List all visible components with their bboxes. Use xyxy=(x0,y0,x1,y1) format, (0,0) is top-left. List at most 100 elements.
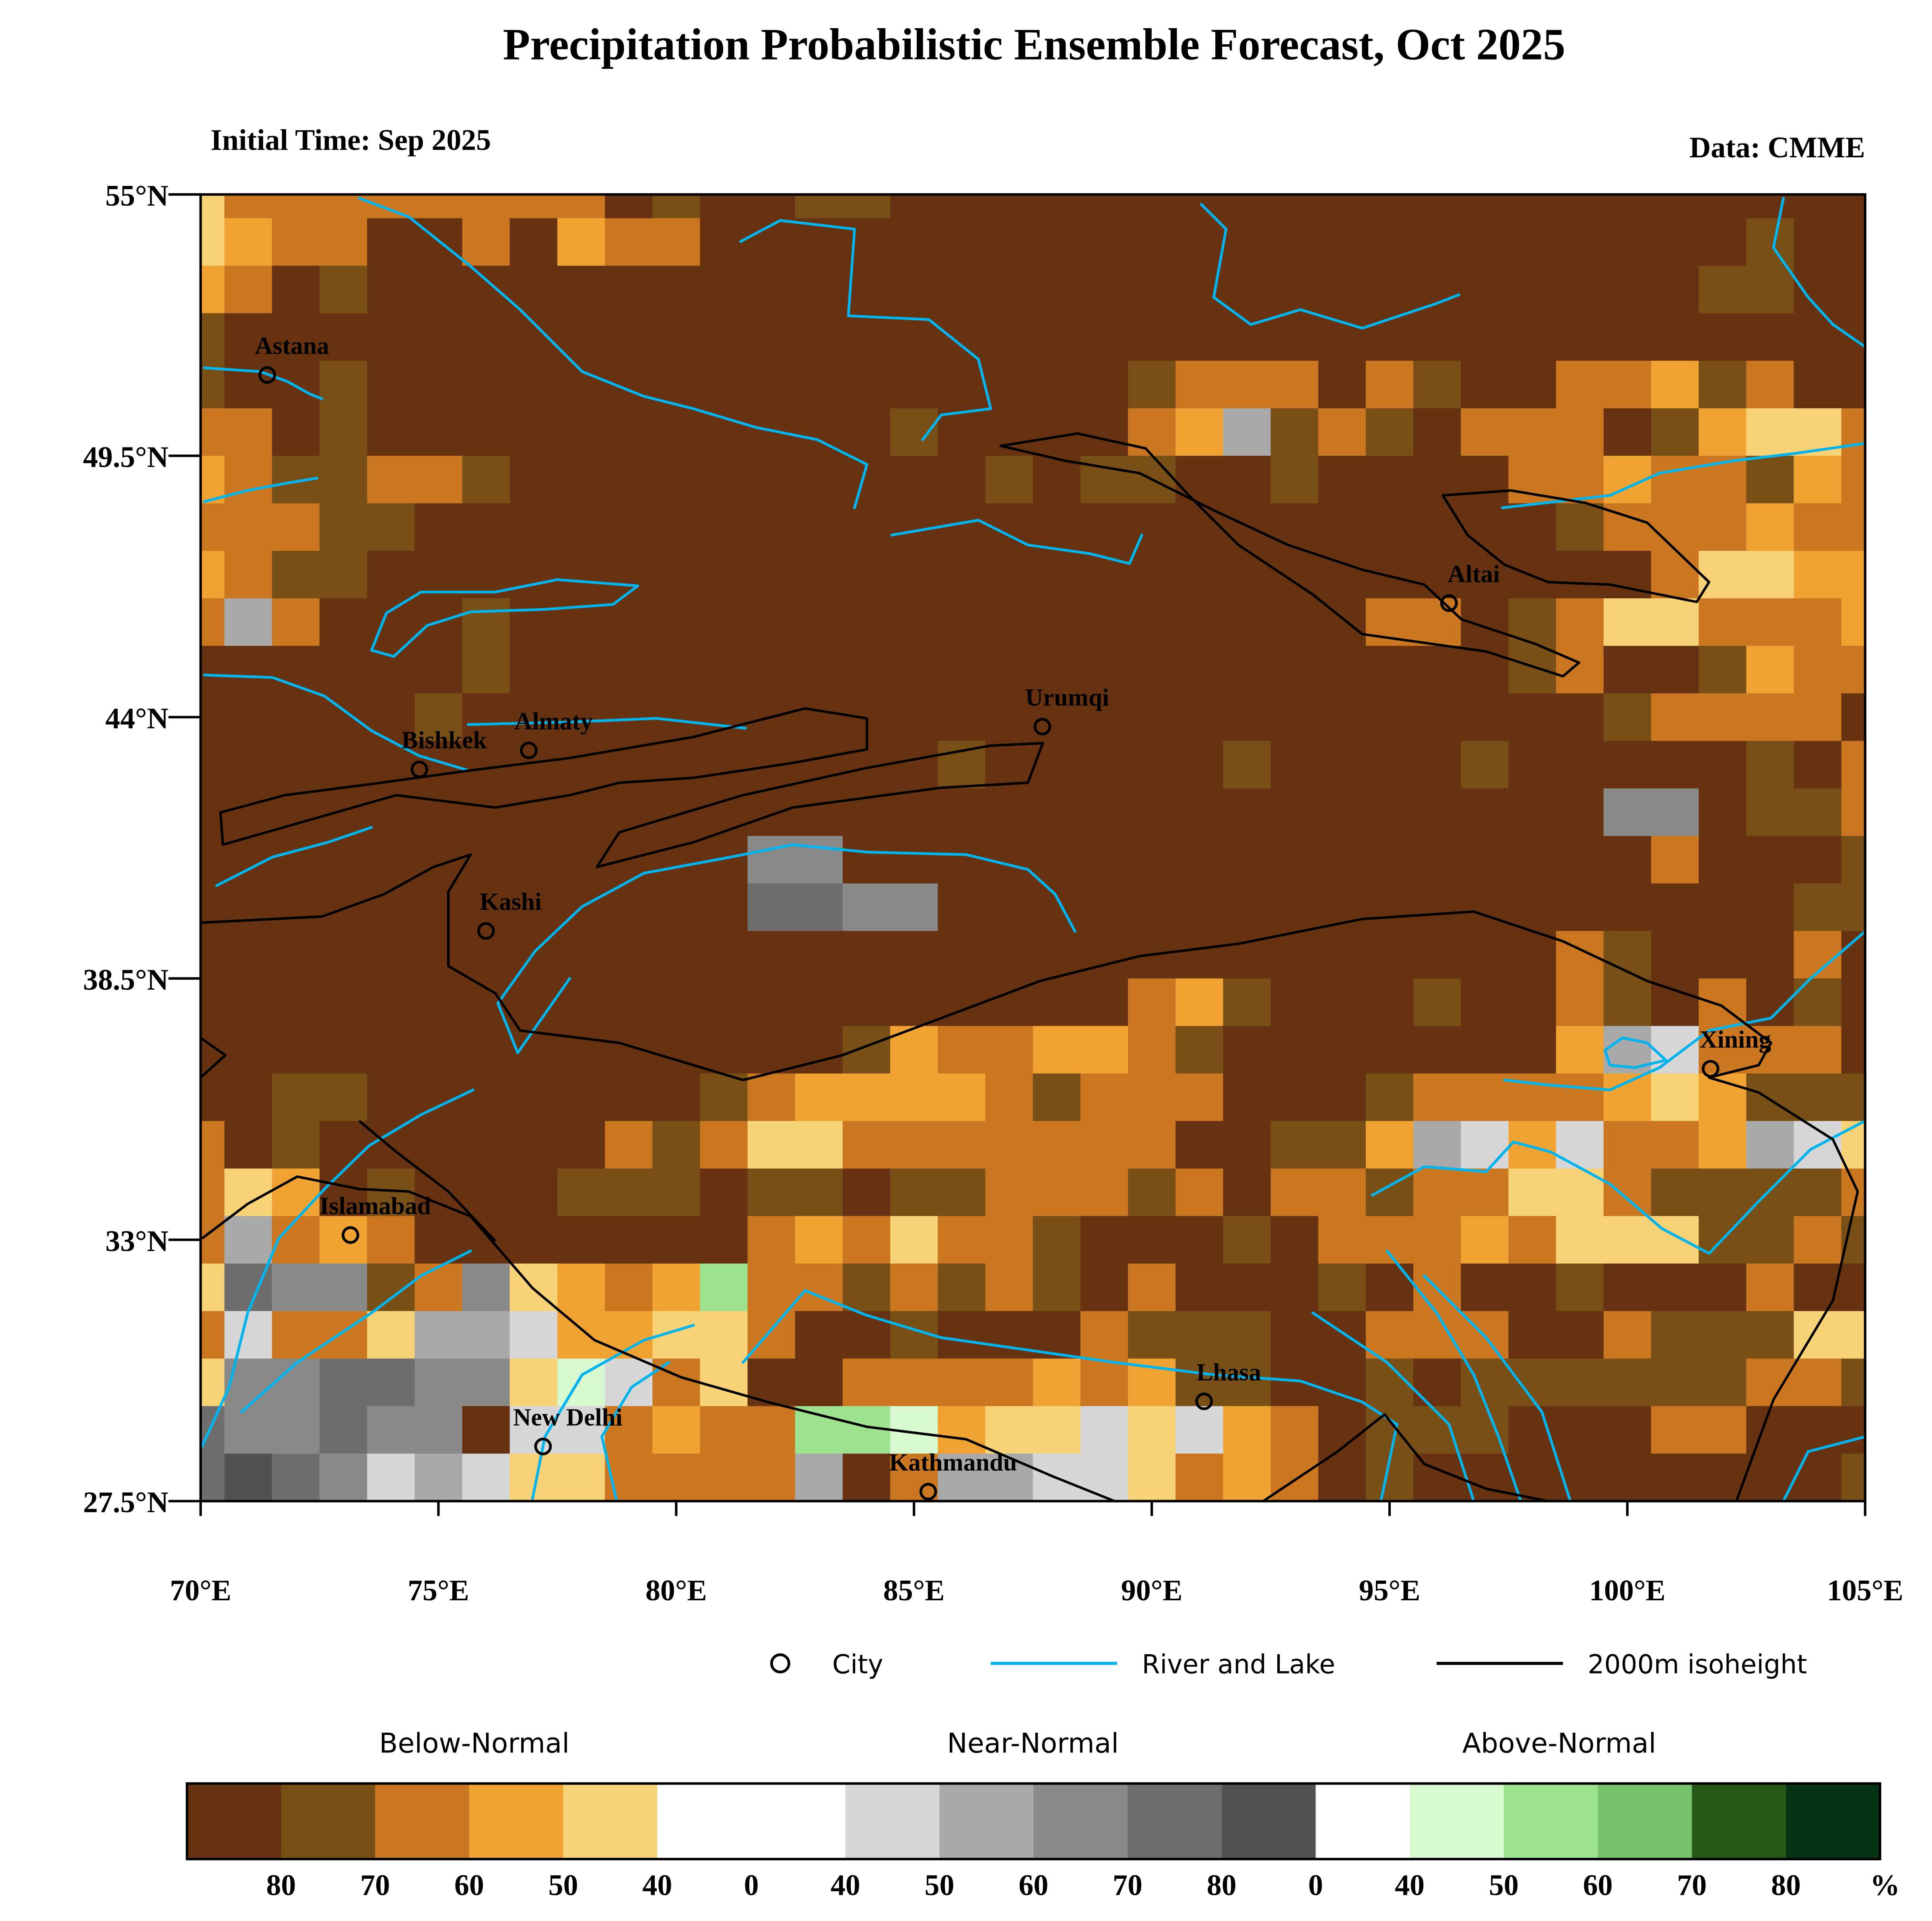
grid-cell xyxy=(1270,1263,1319,1312)
grid-cell xyxy=(1413,194,1462,219)
grid-cell xyxy=(1746,1263,1794,1312)
grid-cell xyxy=(652,1406,701,1454)
grid-cell xyxy=(414,788,463,837)
grid-cell xyxy=(1651,978,1699,1026)
grid-cell xyxy=(1270,218,1319,266)
grid-cell xyxy=(1746,883,1794,932)
grid-cell xyxy=(1461,978,1509,1026)
grid-cell xyxy=(938,408,986,456)
x-tick-label: 70°E xyxy=(170,1574,231,1607)
grid-cell xyxy=(414,693,463,742)
grid-cell xyxy=(1651,931,1699,979)
grid-cell xyxy=(1461,218,1509,266)
grid-cell xyxy=(1175,1263,1224,1312)
grid-cell xyxy=(272,741,320,789)
grid-cell xyxy=(1270,788,1319,837)
grid-cell xyxy=(985,646,1033,694)
grid-cell xyxy=(747,646,796,694)
grid-cell xyxy=(1270,1121,1319,1169)
grid-cell xyxy=(1556,408,1604,456)
river xyxy=(203,366,324,400)
grid-cell xyxy=(1033,313,1081,361)
grid-cell xyxy=(224,598,273,647)
grid-cell xyxy=(200,1311,225,1359)
grid-cell xyxy=(1556,550,1604,599)
grid-cell xyxy=(1270,1168,1319,1217)
grid-cell xyxy=(747,1216,796,1264)
grid-cell xyxy=(1318,456,1367,504)
grid-cell xyxy=(1033,978,1081,1026)
grid-cell xyxy=(462,1168,510,1217)
grid-cell xyxy=(367,1026,415,1074)
grid-cell xyxy=(1080,218,1129,266)
grid-cell xyxy=(1033,408,1081,456)
grid-cell xyxy=(1365,883,1414,932)
grid-cell xyxy=(985,313,1033,361)
grid-cell xyxy=(320,741,368,789)
grid-cell xyxy=(1556,218,1604,266)
grid-cell xyxy=(1318,361,1367,409)
grid-cell xyxy=(1413,550,1462,599)
grid-cell xyxy=(272,194,320,219)
grid-cell xyxy=(700,1358,748,1407)
grid-cell xyxy=(224,646,273,694)
grid-cell xyxy=(272,836,320,884)
grid-cell xyxy=(1128,361,1176,409)
grid-cell xyxy=(1175,313,1224,361)
grid-cell xyxy=(700,598,748,647)
grid-cell xyxy=(557,1168,606,1217)
grid-cell xyxy=(1365,1121,1414,1169)
river xyxy=(600,1361,670,1501)
grid-cell xyxy=(1508,361,1557,409)
grid-cell xyxy=(414,1216,463,1264)
grid-cell xyxy=(414,1121,463,1169)
grid-cell xyxy=(1033,361,1081,409)
grid-cell xyxy=(1080,503,1129,552)
grid-cell xyxy=(1699,194,1747,219)
grid-cell xyxy=(1651,266,1699,314)
grid-cell xyxy=(320,788,368,837)
grid-cell xyxy=(985,1026,1033,1074)
grid-cell xyxy=(1556,598,1604,647)
grid-cell xyxy=(700,741,748,789)
grid-cell xyxy=(842,1073,891,1122)
grid-cell xyxy=(1556,931,1604,979)
grid-cell xyxy=(1080,194,1129,219)
grid-cell xyxy=(890,1026,938,1074)
grid-cell xyxy=(200,1358,225,1407)
grid-cell xyxy=(320,1453,368,1501)
grid-cell xyxy=(1603,1406,1652,1454)
river xyxy=(358,197,868,509)
grid-cell xyxy=(1699,550,1747,599)
grid-cell xyxy=(1841,1121,1865,1169)
grid-cell xyxy=(1841,194,1865,219)
grid-cell xyxy=(1223,1026,1271,1074)
grid-cell xyxy=(652,931,701,979)
grid-cell xyxy=(367,550,415,599)
grid-cell xyxy=(1651,1216,1699,1264)
grid-cell xyxy=(1270,1406,1319,1454)
figure-title: Precipitation Probabilistic Ensemble For… xyxy=(503,20,1565,69)
grid-cell xyxy=(605,218,653,266)
grid-cell xyxy=(1175,1311,1224,1359)
grid-cell xyxy=(1413,218,1462,266)
grid-cell xyxy=(938,1216,986,1264)
grid-cell xyxy=(414,741,463,789)
grid-cell xyxy=(652,456,701,504)
grid-cell xyxy=(1508,788,1557,837)
grid-cell xyxy=(367,1311,415,1359)
grid-cell xyxy=(842,503,891,552)
grid-cell xyxy=(938,1168,986,1217)
grid-cell xyxy=(414,313,463,361)
grid-cell xyxy=(652,1073,701,1122)
grid-cell xyxy=(747,788,796,837)
grid-cell xyxy=(1175,693,1224,742)
grid-cell xyxy=(747,1026,796,1074)
grid-cell xyxy=(938,836,986,884)
grid-cell xyxy=(985,266,1033,314)
grid-cell xyxy=(985,1453,1033,1501)
river xyxy=(466,717,747,730)
city-marker-icon xyxy=(520,741,538,759)
isoheight-legend-label: 2000m isoheight xyxy=(1588,1649,1807,1680)
x-tick-label: 95°E xyxy=(1359,1574,1421,1607)
